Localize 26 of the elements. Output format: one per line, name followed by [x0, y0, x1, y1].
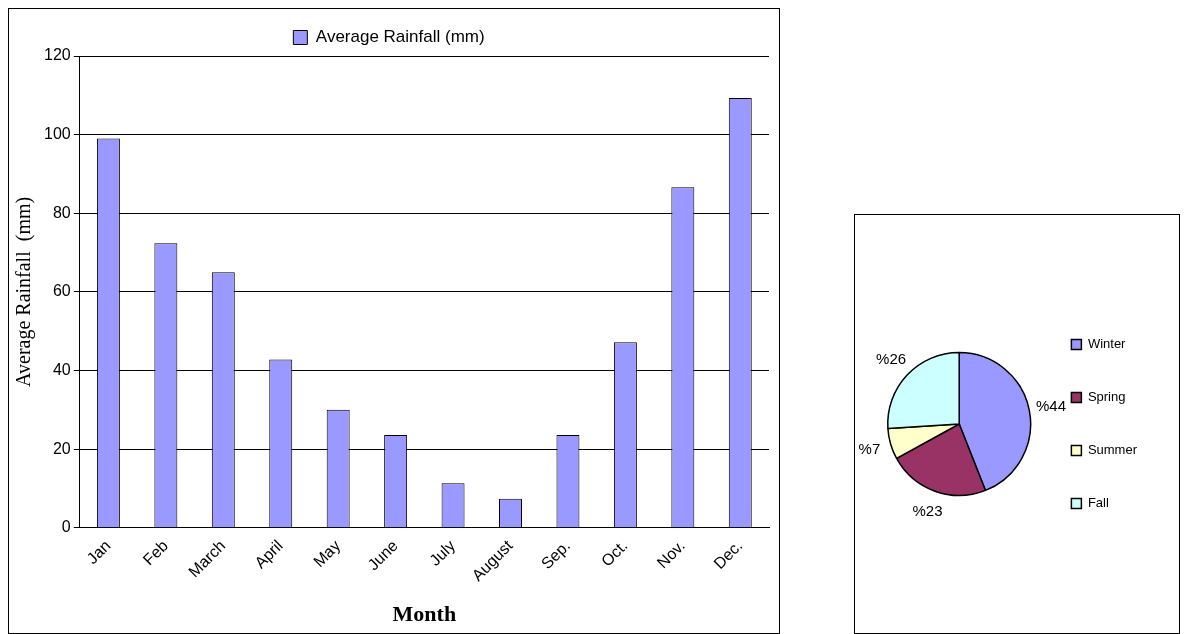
x-tick-label: Dec.	[710, 536, 746, 573]
y-tick-label: 80	[52, 203, 71, 221]
y-tick-label: 100	[43, 125, 71, 143]
y-tick-label: 120	[43, 46, 71, 64]
legend-label: Fall	[1087, 495, 1109, 511]
data-label: %7	[858, 440, 881, 458]
x-tick-label: Nov.	[653, 536, 689, 572]
y-axis-title: Average Rainfall (mm)	[12, 196, 36, 387]
x-axis-title: Month	[392, 601, 457, 627]
x-tick-label: Jan	[83, 536, 114, 568]
data-label: %26	[876, 350, 907, 368]
x-tick-label: May	[310, 536, 344, 571]
y-tick-label: 20	[52, 439, 71, 457]
data-label: %44	[1035, 396, 1066, 414]
x-tick-label: July	[426, 536, 459, 569]
x-tick-label: Sep.	[537, 536, 574, 573]
x-tick-label: Oct.	[597, 536, 631, 570]
legend-label: Spring	[1087, 389, 1126, 405]
legend-label: Summer	[1087, 442, 1138, 458]
x-tick-label: Feb	[139, 536, 172, 569]
legend-label: Average Rainfall (mm)	[315, 27, 485, 47]
y-tick-label: 40	[52, 360, 71, 378]
y-tick-label: 60	[52, 282, 71, 300]
y-tick-label: 0	[61, 518, 71, 536]
legend-label: Winter	[1087, 336, 1127, 352]
data-label: %23	[912, 502, 943, 520]
